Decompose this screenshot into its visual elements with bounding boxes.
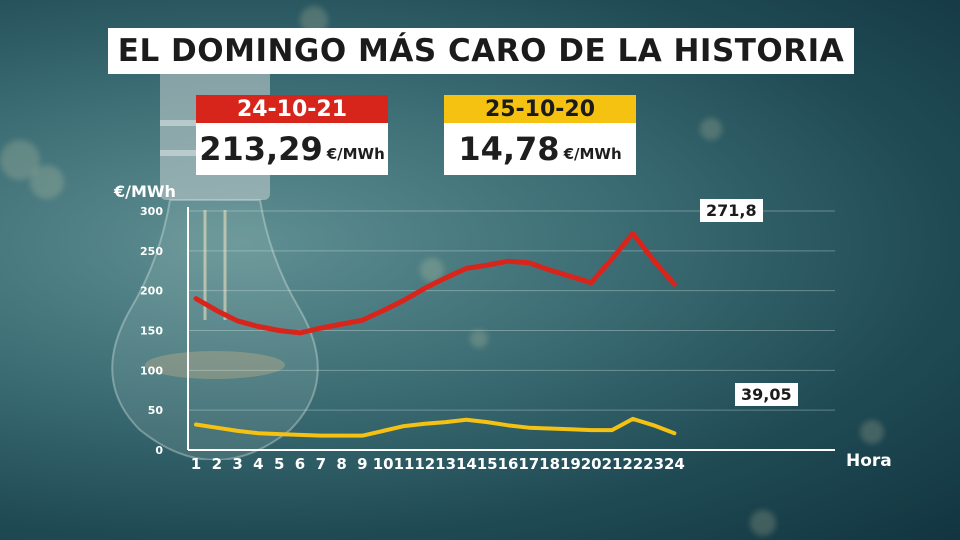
bokeh-light bbox=[470, 330, 488, 348]
bokeh-light bbox=[860, 420, 884, 444]
x-tick-label: 2 bbox=[212, 455, 222, 473]
x-tick-label: 24 bbox=[664, 455, 685, 473]
x-tick-label: 23 bbox=[643, 455, 664, 473]
x-tick-label: 12 bbox=[414, 455, 435, 473]
x-tick-label: 18 bbox=[539, 455, 560, 473]
card-unit: €/MWh bbox=[326, 145, 385, 163]
card-date: 25-10-20 bbox=[444, 95, 636, 123]
y-axis-label: €/MWh bbox=[114, 182, 176, 201]
y-tick-label: 50 bbox=[148, 404, 164, 417]
x-tick-label: 22 bbox=[622, 455, 643, 473]
y-tick-label: 150 bbox=[140, 325, 163, 338]
x-tick-label: 7 bbox=[316, 455, 326, 473]
y-tick-label: 300 bbox=[140, 205, 163, 218]
card-date: 24-10-21 bbox=[196, 95, 388, 123]
card-body: 14,78 €/MWh bbox=[444, 123, 636, 175]
y-tick-label: 250 bbox=[140, 245, 163, 258]
x-tick-label: 10 bbox=[373, 455, 394, 473]
x-tick-label: 17 bbox=[518, 455, 539, 473]
x-tick-label: 8 bbox=[336, 455, 346, 473]
price-card-2021: 24-10-21 213,29 €/MWh bbox=[196, 95, 388, 175]
x-axis-label: Hora bbox=[846, 451, 892, 471]
price-card-2020: 25-10-20 14,78 €/MWh bbox=[444, 95, 636, 175]
card-unit: €/MWh bbox=[563, 145, 622, 163]
card-value: 213,29 bbox=[199, 130, 323, 168]
x-tick-label: 19 bbox=[560, 455, 581, 473]
card-body: 213,29 €/MWh bbox=[196, 123, 388, 175]
x-tick-label: 6 bbox=[295, 455, 305, 473]
x-tick-label: 4 bbox=[253, 455, 263, 473]
x-tick-label: 15 bbox=[477, 455, 498, 473]
x-tick-label: 11 bbox=[394, 455, 415, 473]
peak-callout-2021: 271,8 bbox=[700, 199, 763, 222]
x-tick-label: 3 bbox=[232, 455, 242, 473]
card-value: 14,78 bbox=[458, 130, 560, 168]
x-tick-label: 13 bbox=[435, 455, 456, 473]
chart-title: EL DOMINGO MÁS CARO DE LA HISTORIA bbox=[108, 28, 854, 74]
y-tick-label: 100 bbox=[140, 364, 163, 377]
title-text: EL DOMINGO MÁS CARO DE LA HISTORIA bbox=[117, 33, 845, 69]
y-tick-label: 0 bbox=[155, 444, 163, 457]
x-tick-label: 20 bbox=[581, 455, 602, 473]
y-tick-label: 200 bbox=[140, 285, 163, 298]
x-tick-label: 1 bbox=[191, 455, 201, 473]
x-tick-label: 14 bbox=[456, 455, 477, 473]
peak-callout-2020: 39,05 bbox=[735, 383, 798, 406]
bokeh-light bbox=[750, 510, 776, 536]
series-line-2021 bbox=[193, 230, 677, 336]
x-tick-label: 21 bbox=[602, 455, 623, 473]
x-tick-label: 5 bbox=[274, 455, 284, 473]
bokeh-light bbox=[0, 140, 40, 180]
x-tick-label: 9 bbox=[357, 455, 367, 473]
x-tick-label: 16 bbox=[498, 455, 519, 473]
bokeh-light bbox=[30, 165, 64, 199]
bokeh-light bbox=[700, 118, 722, 140]
series-line-2020 bbox=[194, 416, 677, 438]
